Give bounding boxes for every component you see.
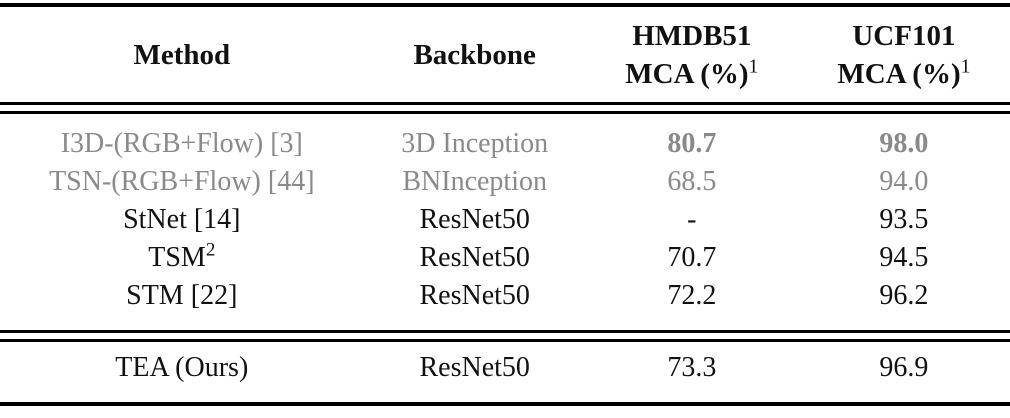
table-row-stnet: StNet [14] ResNet50 - 93.5 bbox=[0, 201, 1010, 239]
method-name: TSM bbox=[148, 242, 206, 273]
method-cell: StNet [14] bbox=[0, 201, 364, 239]
results-table: Method Backbone HMDB51 MCA (%)1 UCF101 M… bbox=[0, 3, 1010, 406]
footnote-marker: 1 bbox=[960, 54, 971, 77]
backbone-cell: ResNet50 bbox=[419, 242, 530, 273]
table-row-i3d: I3D-(RGB+Flow) [3] 3D Inception 80.7 98.… bbox=[0, 125, 1010, 163]
column-header-ucf101-line1: UCF101 bbox=[852, 19, 956, 52]
ucf101-value: 98.0 bbox=[879, 128, 929, 159]
hmdb51-value: 73.3 bbox=[667, 352, 717, 383]
hmdb51-value: 68.5 bbox=[667, 166, 717, 197]
hmdb51-value: 70.7 bbox=[667, 242, 717, 273]
backbone-cell: ResNet50 bbox=[419, 280, 530, 311]
backbone-cell: 3D Inception bbox=[401, 128, 549, 159]
method-cell: TSN-(RGB+Flow) [44] bbox=[0, 163, 364, 201]
ucf101-value: 94.5 bbox=[879, 242, 929, 273]
method-footnote-marker: 2 bbox=[205, 239, 216, 261]
method-name: TEA (Ours) bbox=[115, 352, 249, 383]
method-name: StNet [14] bbox=[123, 204, 241, 235]
table-row-tsm: TSM2 ResNet50 70.7 94.5 bbox=[0, 239, 1010, 277]
hmdb51-value: 72.2 bbox=[667, 280, 717, 311]
backbone-cell: ResNet50 bbox=[419, 204, 530, 235]
column-header-hmdb51: HMDB51 MCA (%)1 bbox=[586, 17, 798, 93]
footer-separator-double-rule bbox=[0, 330, 1010, 342]
header-separator-double-rule bbox=[0, 102, 1010, 114]
bottom-rule bbox=[0, 402, 1010, 406]
table-row-tsn: TSN-(RGB+Flow) [44] BNInception 68.5 94.… bbox=[0, 163, 1010, 201]
table-body: I3D-(RGB+Flow) [3] 3D Inception 80.7 98.… bbox=[0, 114, 1010, 330]
mca-label: MCA (%) bbox=[837, 57, 961, 90]
ucf101-value: 96.9 bbox=[879, 352, 929, 383]
backbone-cell: BNInception bbox=[402, 166, 547, 197]
table-row-tea-ours: TEA (Ours) ResNet50 73.3 96.9 bbox=[0, 342, 1010, 402]
method-name: TSN-(RGB+Flow) [44] bbox=[49, 166, 315, 197]
method-cell: TEA (Ours) bbox=[0, 349, 364, 387]
footnote-marker: 1 bbox=[748, 54, 759, 77]
column-header-hmdb51-line2: MCA (%)1 bbox=[586, 55, 798, 93]
hmdb51-value: 80.7 bbox=[667, 128, 717, 159]
method-name: I3D-(RGB+Flow) [3] bbox=[60, 128, 303, 159]
column-header-backbone: Backbone bbox=[413, 38, 536, 71]
backbone-cell: ResNet50 bbox=[419, 352, 530, 383]
column-header-method: Method bbox=[133, 38, 231, 71]
mca-label: MCA (%) bbox=[625, 57, 749, 90]
ucf101-value: 96.2 bbox=[879, 280, 929, 311]
method-cell: TSM2 bbox=[0, 239, 364, 277]
ucf101-value: 94.0 bbox=[879, 166, 929, 197]
column-header-ucf101: UCF101 MCA (%)1 bbox=[798, 17, 1010, 93]
method-cell: I3D-(RGB+Flow) [3] bbox=[0, 125, 364, 163]
method-name: STM [22] bbox=[126, 280, 238, 311]
column-header-ucf101-line2: MCA (%)1 bbox=[798, 55, 1010, 93]
method-cell: STM [22] bbox=[0, 277, 364, 315]
table-row-stm: STM [22] ResNet50 72.2 96.2 bbox=[0, 277, 1010, 315]
top-rule bbox=[0, 3, 1010, 7]
hmdb51-value: - bbox=[687, 204, 697, 235]
table-header-row: Method Backbone HMDB51 MCA (%)1 UCF101 M… bbox=[0, 7, 1010, 102]
column-header-hmdb51-line1: HMDB51 bbox=[632, 19, 752, 52]
ucf101-value: 93.5 bbox=[879, 204, 929, 235]
